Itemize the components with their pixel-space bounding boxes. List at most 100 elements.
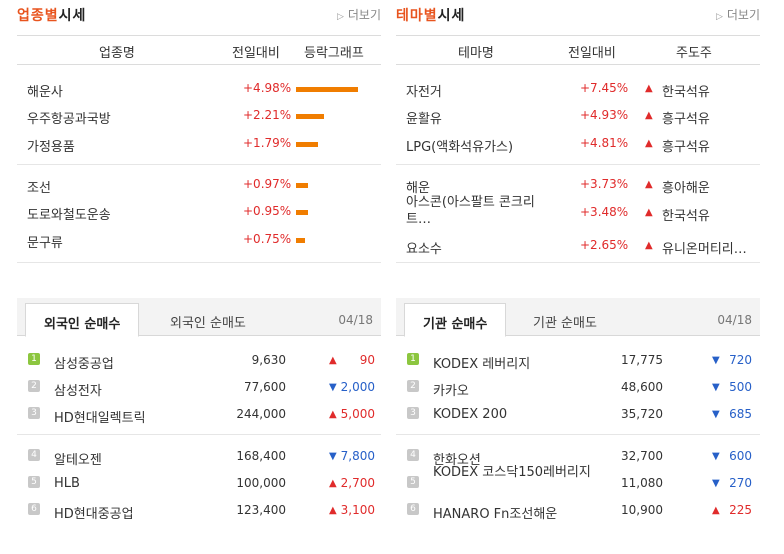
list-item[interactable]: LPG(액화석유가스) +4.81% ▲ 흥구석유 [396,132,760,158]
industry-name[interactable]: 조선 [27,181,51,196]
rank-badge: 3 [407,407,419,419]
chevron-right-icon: ▷ [715,12,723,22]
triangle-down-icon: ▼ [329,382,337,393]
stock-name[interactable]: 카카오 [433,384,469,399]
rank-badge: 3 [28,407,40,419]
theme-name[interactable]: 윤활유 [406,112,442,127]
industry-more-link[interactable]: ▷ 더보기 [336,8,381,22]
change-percent: +4.93% [580,108,629,122]
stock-name[interactable]: 삼성중공업 [54,357,114,372]
table-row[interactable]: 5 HLB 100,000 ▲ 2,700 [17,472,381,498]
stock-name[interactable]: KODEX 레버리지 [433,357,531,372]
theme-name[interactable]: 아스콘(아스팔트 콘크리트… [406,195,535,227]
stock-name[interactable]: HANARO Fn조선해운 [433,507,558,522]
list-item[interactable]: 자전거 +7.45% ▲ 한국석유 [396,77,760,103]
table-row[interactable]: 1 KODEX 레버리지 17,775 ▼ 720 [396,349,760,375]
list-item[interactable]: 요소수 +2.65% ▲ 유니온머티리… [396,234,760,260]
leader-stock[interactable]: 흥구석유 [662,140,710,155]
list-item[interactable]: 아스콘(아스팔트 콘크리트… +3.48% ▲ 한국석유 [396,195,760,227]
table-row[interactable]: 4 한화오션 32,700 ▼ 600 [396,445,760,471]
triangle-up-icon: ▲ [645,207,653,218]
triangle-down-icon: ▼ [329,451,337,462]
tab-foreign-sell[interactable]: 외국인 순매도 [170,316,246,331]
stock-name[interactable]: HLB [54,476,80,491]
change-bar [296,210,308,215]
triangle-up-icon: ▲ [645,110,653,121]
change-amount: 600 [729,449,752,463]
theme-more-link[interactable]: ▷ 더보기 [715,8,760,22]
list-item[interactable]: 문구류 +0.75% [17,228,381,254]
theme-name[interactable]: 자전거 [406,85,442,100]
change-percent: +2.21% [243,108,292,122]
change-amount: 90 [359,353,375,367]
industry-name[interactable]: 도로와철도운송 [27,208,111,223]
list-item[interactable]: 도로와철도운송 +0.95% [17,200,381,226]
table-row[interactable]: 1 삼성중공업 9,630 ▲ 90 [17,349,381,375]
triangle-down-icon: ▼ [712,409,720,420]
industry-title: 업종별시세 [17,8,87,24]
industry-name[interactable]: 해운사 [27,85,63,100]
rank-badge: 4 [28,449,40,461]
price: 32,700 [621,449,663,463]
leader-stock[interactable]: 한국석유 [662,85,710,100]
row-divider [396,434,760,435]
leader-stock[interactable]: 유니온머티리… [662,242,747,257]
list-item[interactable]: 조선 +0.97% [17,173,381,199]
price: 48,600 [621,380,663,394]
tab-foreign-buy[interactable]: 외국인 순매수 [25,303,140,337]
leader-stock[interactable]: 한국석유 [662,209,710,224]
table-row[interactable]: 2 카카오 48,600 ▼ 500 [396,376,760,402]
table-row[interactable]: 3 HD현대일렉트릭 244,000 ▲ 5,000 [17,403,381,429]
stock-name[interactable]: KODEX 코스닥150레버리지 [433,465,591,480]
table-row[interactable]: 5 KODEX 코스닥150레버리지 11,080 ▼ 270 [396,465,760,498]
leader-stock[interactable]: 흥구석유 [662,112,710,127]
change-bar [296,142,318,147]
row-divider [396,262,760,263]
theme-name[interactable]: 요소수 [406,242,442,257]
price: 244,000 [236,407,286,421]
list-item[interactable]: 가정용품 +1.79% [17,132,381,158]
stock-name[interactable]: 삼성전자 [54,384,102,399]
price: 10,900 [621,503,663,517]
theme-name[interactable]: 해운 [406,181,430,196]
stock-name[interactable]: 한화오션 [433,453,481,468]
change-percent: +2.65% [580,238,629,252]
change-amount: 720 [729,353,752,367]
triangle-up-icon: ▲ [645,179,653,190]
list-item[interactable]: 해운 +3.73% ▲ 흥아해운 [396,173,760,199]
leader-stock[interactable]: 흥아해운 [662,181,710,196]
list-item[interactable]: 해운사 +4.98% [17,77,381,103]
institution-date: 04/18 [717,313,752,327]
industry-name[interactable]: 문구류 [27,236,63,251]
stock-name[interactable]: HD현대일렉트릭 [54,411,146,426]
list-item[interactable]: 윤활유 +4.93% ▲ 흥구석유 [396,104,760,130]
price: 35,720 [621,407,663,421]
industry-name[interactable]: 우주항공과국방 [27,112,111,127]
stock-name[interactable]: 알테오젠 [54,453,102,468]
theme-name[interactable]: LPG(액화석유가스) [406,140,514,155]
triangle-up-icon: ▲ [645,138,653,149]
chevron-right-icon: ▷ [336,12,344,22]
triangle-up-icon: ▲ [329,505,337,516]
price: 11,080 [621,476,663,490]
stock-name[interactable]: HD현대중공업 [54,507,134,522]
rank-badge: 1 [407,353,419,365]
stock-name[interactable]: KODEX 200 [433,407,508,422]
table-row[interactable]: 3 KODEX 200 35,720 ▼ 685 [396,403,760,429]
industry-name[interactable]: 가정용품 [27,140,75,155]
list-item[interactable]: 우주항공과국방 +2.21% [17,104,381,130]
col-change: 전일대비 [232,46,280,61]
table-row[interactable]: 2 삼성전자 77,600 ▼ 2,000 [17,376,381,402]
table-row[interactable]: 6 HD현대중공업 123,400 ▲ 3,100 [17,499,381,525]
tab-institution-sell[interactable]: 기관 순매도 [533,316,597,331]
foreign-panel: 외국인 순매수 외국인 순매도 04/18 1 삼성중공업 9,630 ▲ 90 2 삼성전… [17,298,381,538]
row-divider [17,434,381,435]
table-row[interactable]: 6 HANARO Fn조선해운 10,900 ▲ 225 [396,499,760,525]
tab-institution-buy[interactable]: 기관 순매수 [404,303,507,337]
triangle-up-icon: ▲ [329,409,337,420]
price: 100,000 [236,476,286,490]
triangle-down-icon: ▼ [712,355,720,366]
change-amount: 3,100 [340,503,375,517]
table-row[interactable]: 4 알테오젠 168,400 ▼ 7,800 [17,445,381,471]
price: 168,400 [236,449,286,463]
